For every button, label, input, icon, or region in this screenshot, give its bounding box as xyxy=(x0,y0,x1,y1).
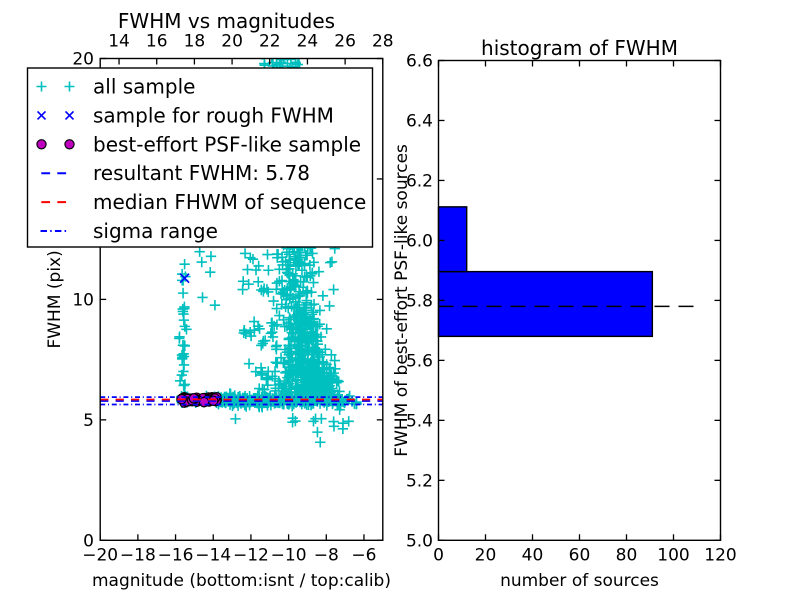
x-tick-label-top: 16 xyxy=(146,32,168,52)
scatter-plot: −20 −18 −16 −14 −12 −10 −8 −6 14 16 18 20 22 24 26 28 0 5… xyxy=(45,9,394,591)
legend-label: all sample xyxy=(93,75,195,99)
x-tick-label-top: 28 xyxy=(372,32,394,52)
legend-entry: median FHWM of sequence xyxy=(41,190,366,214)
x-tick-label-bottom: −8 xyxy=(314,546,339,566)
x-tick-label-top: 20 xyxy=(221,32,243,52)
histogram-xlabel: number of sources xyxy=(500,571,659,591)
x-tick-label-bottom: −14 xyxy=(195,546,231,566)
y-tick-label: 6.0 xyxy=(406,231,433,251)
legend-circle-marker xyxy=(36,139,47,150)
legend: all sample sample for rough FWHM best-effo… xyxy=(26,67,374,248)
legend-label: resultant FWHM: 5.78 xyxy=(93,161,310,185)
y-tick-label: 10 xyxy=(72,290,94,310)
all-sample-points xyxy=(174,58,362,448)
y-tick-label: 6.2 xyxy=(406,171,433,191)
histogram-title: histogram of FWHM xyxy=(481,36,678,60)
legend-plus-marker xyxy=(64,81,75,92)
legend-x-marker xyxy=(36,110,47,120)
legend-entry: sample for rough FWHM xyxy=(36,103,334,127)
y-tick-label: 6.4 xyxy=(406,111,433,131)
x-tick-label-bottom: −10 xyxy=(271,546,307,566)
x-tick-label-bottom: −6 xyxy=(351,546,376,566)
legend-plus-marker xyxy=(36,81,47,92)
y-tick-label: 6.6 xyxy=(406,52,433,72)
x-tick-label-bottom: −16 xyxy=(158,546,194,566)
legend-entry: sigma range xyxy=(40,219,218,243)
x-tick-label: 100 xyxy=(657,546,689,566)
legend-entry: all sample xyxy=(36,75,195,99)
scatter-title: FWHM vs magnitudes xyxy=(118,9,335,33)
x-tick-label-bottom: −20 xyxy=(82,546,118,566)
x-tick-label-bottom: −12 xyxy=(233,546,269,566)
legend-circle-marker xyxy=(64,139,75,150)
legend-entry: best-effort PSF-like sample xyxy=(36,132,361,156)
legend-label: best-effort PSF-like sample xyxy=(93,132,361,156)
legend-entry: resultant FWHM: 5.78 xyxy=(41,161,310,185)
histogram-ylabel: FWHM of best-effort PSF-like sources xyxy=(392,144,412,457)
legend-label: sample for rough FWHM xyxy=(93,103,334,127)
x-tick-label: 120 xyxy=(704,546,736,566)
x-tick-label-top: 14 xyxy=(108,32,130,52)
histogram-plot: 0 20 40 60 80 100 120 5.0 5.2 5.4 5.6 5.8 6.0 6.2 6.4 6… xyxy=(392,36,737,591)
histogram-bar xyxy=(437,206,468,273)
x-tick-label-top: 22 xyxy=(259,32,281,52)
x-tick-label: 20 xyxy=(475,546,497,566)
scatter-plot-area xyxy=(100,58,383,448)
y-tick-label: 20 xyxy=(72,50,94,70)
y-tick-label: 5.2 xyxy=(406,471,433,491)
y-tick-label: 5.6 xyxy=(406,351,433,371)
x-tick-label-top: 18 xyxy=(184,32,206,52)
y-tick-label: 5 xyxy=(83,411,94,431)
histogram-ticks xyxy=(437,59,722,541)
legend-label: median FHWM of sequence xyxy=(93,190,366,214)
scatter-ylabel: FWHM (pix) xyxy=(45,250,65,348)
x-tick-label-bottom: −18 xyxy=(120,546,156,566)
y-tick-label: 5.4 xyxy=(406,411,433,431)
x-tick-label: 40 xyxy=(522,546,544,566)
x-tick-label: 80 xyxy=(616,546,638,566)
y-tick-label: 5.8 xyxy=(406,291,433,311)
x-tick-label-top: 26 xyxy=(334,32,356,52)
x-tick-label: 60 xyxy=(569,546,591,566)
x-tick-label-top: 24 xyxy=(297,32,319,52)
x-tick-label: 0 xyxy=(433,546,444,566)
y-tick-label: 5.0 xyxy=(406,531,433,551)
legend-box xyxy=(26,67,374,248)
legend-label: sigma range xyxy=(93,219,218,243)
histogram-bar xyxy=(437,270,654,338)
y-tick-label: 0 xyxy=(83,531,94,551)
legend-x-marker xyxy=(64,110,75,120)
scatter-xlabel: magnitude (bottom:isnt / top:calib) xyxy=(92,571,391,591)
